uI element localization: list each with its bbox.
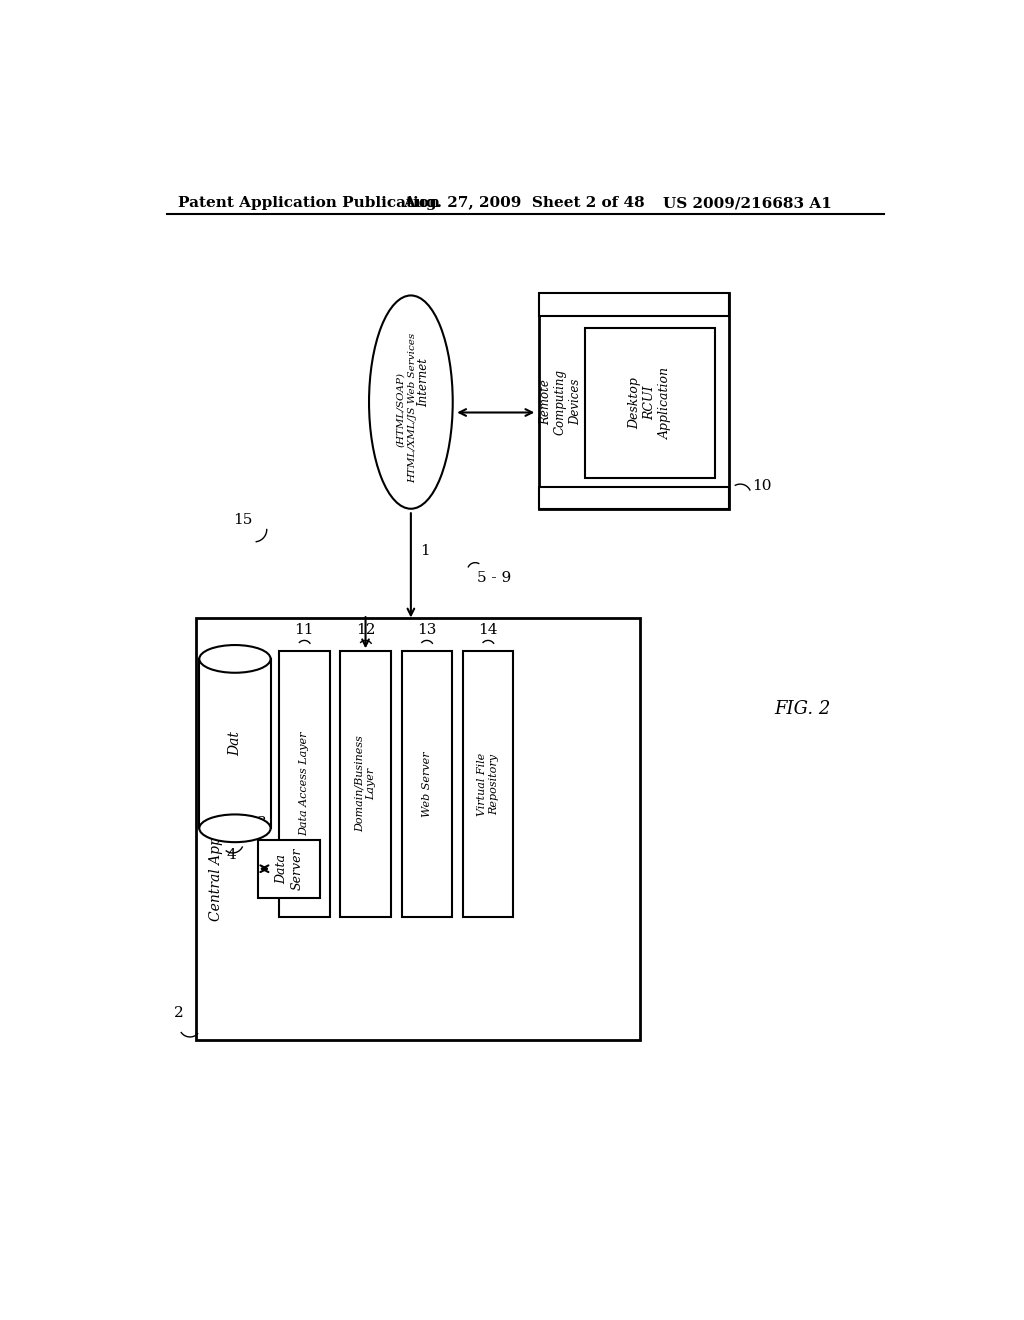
Bar xyxy=(401,651,452,917)
Bar xyxy=(539,293,729,317)
Bar xyxy=(463,651,513,917)
Text: 14: 14 xyxy=(478,623,498,638)
Text: 2: 2 xyxy=(174,1006,184,1020)
Text: Data
Server: Data Server xyxy=(275,847,303,890)
Text: 12: 12 xyxy=(355,623,375,638)
Text: Virtual File
Repository: Virtual File Repository xyxy=(477,752,499,816)
Text: 15: 15 xyxy=(233,513,252,527)
Bar xyxy=(340,651,391,917)
Text: Internet: Internet xyxy=(417,358,430,408)
Ellipse shape xyxy=(200,814,270,842)
Text: 13: 13 xyxy=(417,623,436,638)
Ellipse shape xyxy=(369,296,453,508)
Text: Remote
Computing
Devices: Remote Computing Devices xyxy=(539,368,582,434)
Bar xyxy=(258,840,321,898)
Text: Data Access Layer: Data Access Layer xyxy=(299,731,309,837)
Text: US 2009/216683 A1: US 2009/216683 A1 xyxy=(663,197,831,210)
Text: 3: 3 xyxy=(257,816,267,830)
Bar xyxy=(539,487,729,508)
Bar xyxy=(539,293,729,508)
Text: Desktop
RCUI
Application: Desktop RCUI Application xyxy=(629,367,672,438)
Text: 11: 11 xyxy=(295,623,314,638)
Ellipse shape xyxy=(200,645,270,673)
Bar xyxy=(197,618,640,1040)
Text: 10: 10 xyxy=(752,479,771,492)
Text: Central Application: Central Application xyxy=(209,784,222,921)
Bar xyxy=(586,327,715,478)
Text: 4: 4 xyxy=(226,849,236,862)
Text: 1: 1 xyxy=(420,544,430,558)
Text: Patent Application Publication: Patent Application Publication xyxy=(178,197,440,210)
Text: HTML/XML/JS Web Services: HTML/XML/JS Web Services xyxy=(408,333,417,483)
Text: Web Server: Web Server xyxy=(422,751,432,817)
Text: Dat: Dat xyxy=(228,731,242,756)
Text: (HTML/SOAP): (HTML/SOAP) xyxy=(396,372,406,447)
Text: FIG. 2: FIG. 2 xyxy=(774,700,830,718)
Text: Domain/Business
Layer: Domain/Business Layer xyxy=(354,735,377,833)
Bar xyxy=(280,651,330,917)
Text: Aug. 27, 2009  Sheet 2 of 48: Aug. 27, 2009 Sheet 2 of 48 xyxy=(403,197,645,210)
Bar xyxy=(200,659,270,829)
Text: 5 - 9: 5 - 9 xyxy=(477,572,511,585)
